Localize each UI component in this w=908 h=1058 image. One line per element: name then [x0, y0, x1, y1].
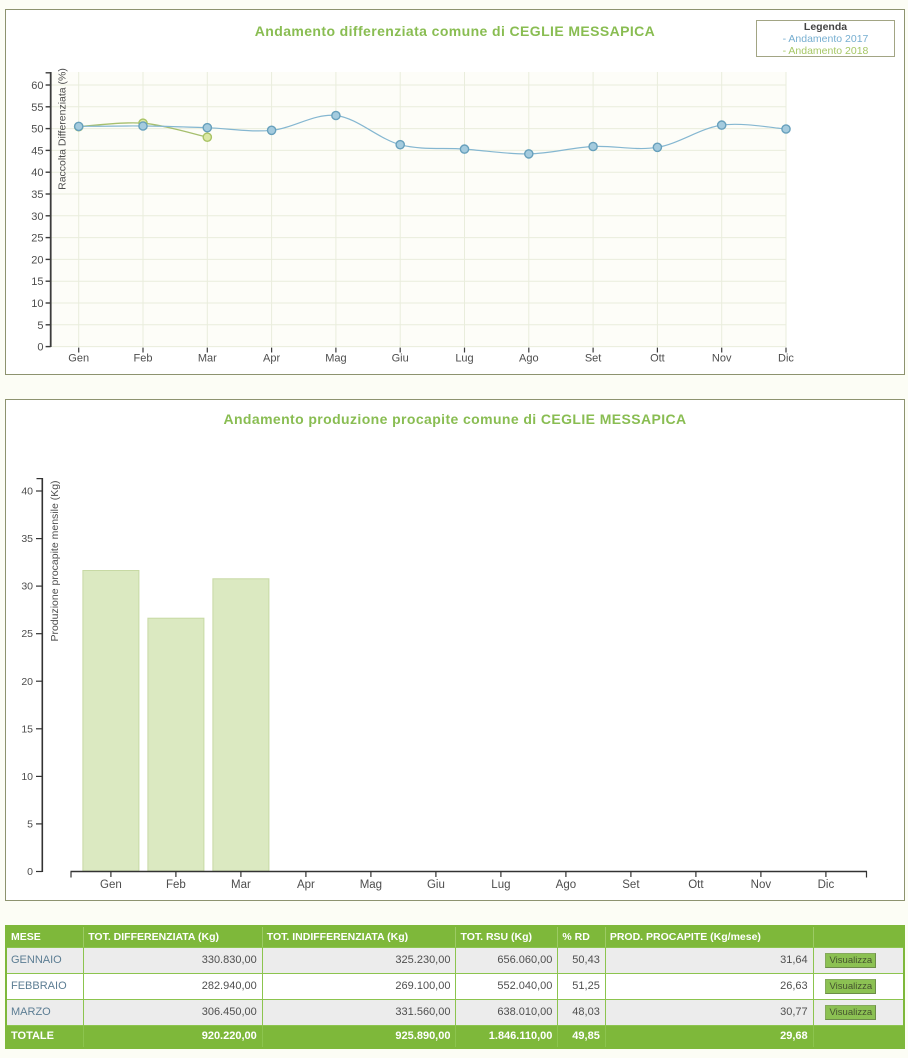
svg-text:35: 35	[31, 189, 43, 201]
svg-text:Nov: Nov	[712, 353, 732, 365]
svg-text:20: 20	[31, 254, 43, 266]
svg-text:45: 45	[31, 145, 43, 157]
svg-text:30: 30	[31, 211, 43, 223]
svg-text:Mar: Mar	[231, 879, 251, 891]
svg-text:35: 35	[21, 533, 33, 545]
svg-text:40: 40	[31, 167, 43, 179]
svg-text:60: 60	[31, 80, 43, 92]
svg-text:Ott: Ott	[650, 353, 665, 365]
svg-text:40: 40	[21, 486, 33, 498]
svg-text:Ago: Ago	[556, 879, 576, 891]
svg-text:Lug: Lug	[455, 353, 473, 365]
svg-text:Apr: Apr	[297, 879, 315, 891]
svg-text:Giu: Giu	[427, 879, 445, 891]
svg-text:Mar: Mar	[198, 353, 217, 365]
svg-text:Lug: Lug	[491, 879, 510, 891]
svg-text:Raccolta Differenziata (%): Raccolta Differenziata (%)	[57, 68, 69, 190]
svg-text:Dic: Dic	[778, 353, 794, 365]
svg-text:Dic: Dic	[818, 879, 835, 891]
svg-text:Giu: Giu	[392, 353, 409, 365]
svg-text:10: 10	[21, 771, 33, 783]
svg-text:Produzione procapite mensile (: Produzione procapite mensile (Kg)	[49, 480, 61, 641]
svg-text:15: 15	[31, 276, 43, 288]
svg-text:10: 10	[31, 298, 43, 310]
svg-text:Set: Set	[622, 879, 640, 891]
svg-text:Feb: Feb	[166, 879, 186, 891]
svg-text:5: 5	[27, 818, 33, 830]
svg-text:Gen: Gen	[68, 353, 89, 365]
svg-text:15: 15	[21, 723, 33, 735]
svg-text:20: 20	[21, 676, 33, 688]
svg-text:Apr: Apr	[263, 353, 280, 365]
svg-text:25: 25	[21, 628, 33, 640]
svg-text:Mag: Mag	[360, 879, 382, 891]
svg-text:0: 0	[37, 342, 43, 354]
svg-text:Nov: Nov	[751, 879, 772, 891]
svg-text:5: 5	[37, 320, 43, 332]
svg-text:55: 55	[31, 102, 43, 114]
svg-text:30: 30	[21, 581, 33, 593]
svg-text:Ago: Ago	[519, 353, 539, 365]
svg-text:50: 50	[31, 124, 43, 136]
svg-text:Gen: Gen	[100, 879, 122, 891]
svg-text:Set: Set	[585, 353, 602, 365]
svg-text:0: 0	[27, 866, 33, 878]
svg-text:Ott: Ott	[688, 879, 704, 891]
svg-text:Feb: Feb	[134, 353, 153, 365]
svg-text:25: 25	[31, 233, 43, 245]
svg-text:Mag: Mag	[325, 353, 346, 365]
